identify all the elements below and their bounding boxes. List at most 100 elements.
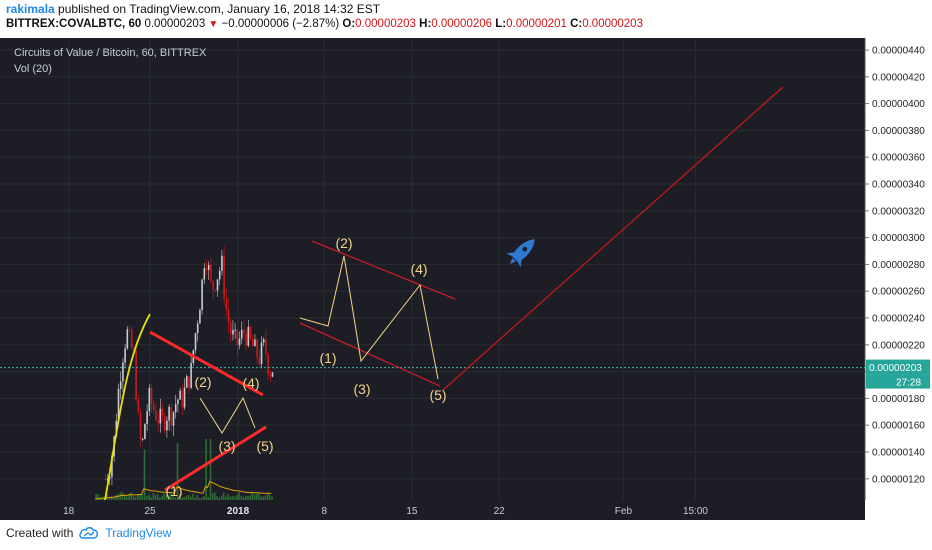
wave-label: (4): [242, 375, 259, 391]
candle-body: [225, 298, 228, 310]
candle-body: [181, 390, 184, 408]
candle-body: [258, 357, 261, 365]
candle-body: [256, 339, 258, 358]
candle-body: [157, 420, 159, 424]
current-price-badge: [866, 359, 930, 375]
close-value: 0.00000203: [582, 18, 643, 30]
projection-line: [442, 86, 784, 391]
candle-body: [150, 387, 153, 405]
volume-bar: [178, 494, 181, 500]
volume-bar: [139, 493, 141, 500]
volume-bar: [130, 492, 133, 500]
volume-bar: [218, 497, 221, 500]
candle-body: [221, 255, 223, 271]
volume-bar: [216, 496, 218, 500]
symbol-label: BITTREX:COVALBTC, 60: [6, 18, 142, 30]
candle-body: [243, 329, 245, 334]
candle-body: [201, 279, 203, 310]
volume-bar: [143, 449, 146, 500]
volume-bar: [266, 492, 269, 500]
rocket-icon: [506, 239, 535, 268]
countdown-badge: [866, 374, 930, 389]
price-chart[interactable]: (2) (4) (3) (5) (1) (2) (4) (1) (3) (5) Circuits …: [0, 38, 932, 520]
volume-bar: [227, 493, 229, 500]
candle-body: [234, 329, 236, 331]
candle-body: [122, 362, 124, 382]
candle-body: [265, 339, 267, 354]
open-label: O:: [342, 18, 356, 30]
grid-lines: [0, 38, 865, 500]
chart-pane[interactable]: [0, 38, 865, 500]
price-tick-label: 0.00000340: [872, 180, 925, 191]
wave-label: (3): [353, 381, 370, 397]
volume-bar: [141, 494, 144, 500]
candle-body: [117, 388, 120, 421]
price-tick-label: 0.00000140: [872, 448, 925, 459]
volume-bar: [220, 495, 223, 500]
volume-bar: [196, 495, 199, 500]
volume-bar: [187, 494, 190, 500]
indicator-label[interactable]: Vol (20): [14, 63, 52, 75]
candle-body: [223, 255, 225, 299]
created-with-label: Created with: [6, 526, 74, 540]
candle-body: [229, 322, 232, 335]
price-axis-pane[interactable]: [865, 38, 932, 500]
volume-bar: [209, 439, 212, 500]
volume-bar: [181, 497, 183, 500]
tradingview-cloud-icon: [79, 527, 99, 539]
triangle-wave-line: [199, 396, 256, 434]
time-axis-pane[interactable]: [0, 500, 865, 520]
candle-body: [159, 408, 162, 424]
volume-bar: [198, 497, 201, 500]
candle-body: [161, 408, 164, 417]
candle-body: [196, 323, 199, 334]
volume-bar: [231, 496, 234, 500]
triangle-upper-line: [149, 330, 264, 397]
candle-body: [210, 264, 212, 282]
price-tick-label: 0.00000440: [872, 46, 925, 57]
candle-body: [214, 290, 217, 292]
wave-label: (1): [165, 483, 182, 499]
last-price: 0.00000203: [144, 18, 206, 30]
candle-body: [144, 423, 146, 439]
candle-body: [240, 329, 243, 339]
volume-bar: [269, 495, 271, 500]
price-tick-label: 0.00000260: [872, 287, 925, 298]
candle-body: [185, 376, 188, 388]
candle-body: [119, 381, 122, 389]
volume-bar: [214, 492, 216, 500]
candle-body: [111, 456, 113, 477]
tradingview-brand[interactable]: TradingView: [105, 526, 172, 540]
time-tick-label: 18: [63, 506, 75, 517]
wave-label: (1): [319, 350, 336, 366]
candle-body: [155, 410, 157, 421]
price-tick-label: 0.00000280: [872, 260, 925, 271]
price-tick-label: 0.00000120: [872, 474, 925, 485]
volume-bar: [97, 494, 100, 500]
candle-body: [218, 270, 221, 280]
author-name[interactable]: rakimala: [6, 2, 55, 16]
volume-bar: [262, 496, 265, 500]
candle-body: [106, 478, 109, 480]
volume-bar: [251, 493, 254, 500]
wave-labels: (2) (4) (3) (5) (1) (2) (4) (1) (3) (5): [165, 235, 446, 499]
candle-body: [168, 406, 170, 421]
price-tick-label: 0.00000180: [872, 394, 925, 405]
volume-bar: [203, 496, 205, 500]
time-tick-label: 25: [144, 506, 156, 517]
volume-bar: [207, 496, 210, 500]
candle-body: [207, 264, 210, 270]
candle-body: [227, 309, 230, 323]
low-label: L:: [495, 18, 507, 30]
volume-bar: [244, 496, 247, 500]
candle-body: [232, 330, 234, 335]
volume-bar: [185, 496, 188, 500]
impulse-curve: [104, 313, 151, 501]
candle-body: [179, 390, 181, 400]
triangle-lower-line: [164, 425, 267, 492]
high-label: H:: [419, 18, 432, 30]
candle-body: [104, 478, 107, 480]
volume-bar: [163, 493, 166, 500]
candle-body: [124, 348, 126, 363]
price-tick-label: 0.00000380: [872, 126, 925, 137]
